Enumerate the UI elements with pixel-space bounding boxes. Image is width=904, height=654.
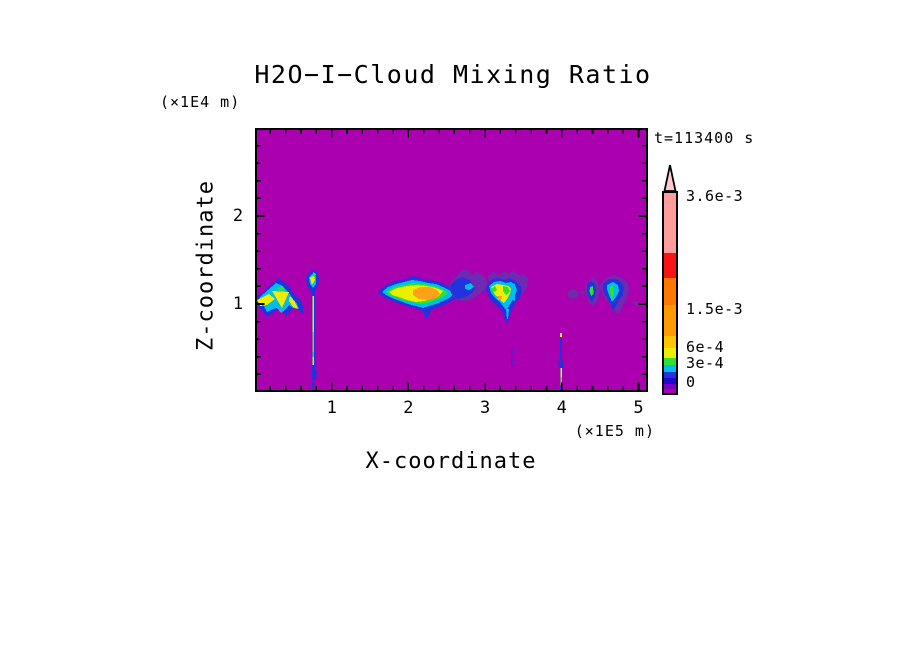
- chart-title: H2O−I−Cloud Mixing Ratio: [254, 60, 652, 89]
- cloud-shape-left-cluster-yellow-center: [272, 291, 289, 308]
- time-annotation: t=113400 s: [654, 129, 755, 147]
- colorbar-segment-orange_mid: [664, 305, 676, 336]
- colorbar-label-3e-4: 3e-4: [686, 354, 725, 372]
- x-axis-title: X-coordinate: [365, 449, 537, 474]
- colorbar-segment-blue: [664, 372, 676, 378]
- cloud-shape-blob2-spike-cyan: [506, 309, 509, 319]
- z-tick-label-1: 1: [232, 294, 244, 314]
- plot-background: [255, 128, 648, 392]
- cloud-shape-streak1-core-yellow2: [312, 357, 314, 365]
- cloud-shape-blob2-green-left: [491, 286, 497, 293]
- z-axis-title: Z-coordinate: [193, 180, 219, 351]
- cloud-shape-rblob2-green: [610, 285, 614, 300]
- cloud-shape-dot-violet-2: [580, 290, 585, 295]
- x-tick-label-4: 4: [556, 398, 567, 418]
- colorbar-segment-yellow: [664, 348, 676, 358]
- plot-frame: [255, 128, 648, 392]
- cloud-shape-streak1-core-green: [312, 352, 314, 357]
- cloud-shape-blob2-green-right: [503, 286, 510, 295]
- cloud-shape-streak2-bulge: [558, 360, 564, 368]
- arrow-triangle: [663, 164, 677, 192]
- z-axis-unit-label: (×1E4 m): [160, 93, 241, 111]
- cloud-shape-blob2-orange: [497, 296, 502, 300]
- colorbar-overflow-arrow-icon: [663, 164, 677, 192]
- x-axis-unit-label: (×1E5 m): [574, 422, 655, 440]
- cloud-shape-streak2-yellow: [560, 368, 562, 377]
- cloud-shape-wisp-blue: [450, 277, 475, 299]
- cloud-shape-streak1-top-green: [313, 272, 316, 278]
- colorbar-segment-orange_dark: [664, 278, 676, 305]
- colorbar-segment-cyan: [664, 365, 676, 372]
- colorbar-segment-pink: [664, 193, 676, 253]
- x-tick-label-1: 1: [326, 398, 337, 418]
- colorbar-label-1.5e-3: 1.5e-3: [686, 300, 744, 318]
- colorbar-segment-amber: [664, 336, 676, 348]
- cloud-shape-streak1-core-yellow: [312, 296, 314, 334]
- x-tick-label-3: 3: [479, 398, 491, 418]
- colorbar: [662, 191, 678, 395]
- cloud-shape-main-blob-orange: [413, 287, 440, 300]
- cloud-shape-blob2-dash1: [510, 349, 513, 355]
- cloud-shape-dot-violet-3: [633, 301, 638, 305]
- cloud-shape-streak1-core-orange: [312, 332, 314, 352]
- cloud-shape-left-cluster-yellow-right: [289, 296, 298, 309]
- plot-canvas: [255, 128, 648, 392]
- colorbar-segment-red: [664, 253, 676, 278]
- colorbar-label-0: 0: [686, 373, 696, 391]
- cloud-shape-main-blob-spike: [423, 312, 430, 320]
- colorbar-label-3.6e-3: 3.6e-3: [686, 187, 744, 205]
- colorbar-segment-purple: [664, 384, 676, 389]
- cloud-shape-dot-violet-1: [567, 289, 579, 299]
- cloud-shape-blob2-cyan-bar: [512, 283, 515, 301]
- cloud-shape-streak1-dot-blue: [311, 382, 315, 389]
- cloud-shape-streak1-top-yellow: [310, 275, 315, 285]
- colorbar-label-6e-4: 6e-4: [686, 338, 725, 356]
- cloud-shape-streak2-top-yellow: [560, 333, 562, 338]
- x-tick-label-5: 5: [633, 398, 644, 418]
- colorbar-segment-navy: [664, 378, 676, 384]
- x-tick-label-2: 2: [403, 398, 414, 418]
- cloud-shape-wisp-cyan: [465, 283, 474, 290]
- cloud-shape-rblob1-green: [589, 286, 594, 296]
- colorbar-segment-green: [664, 358, 676, 365]
- cloud-shape-left-cluster-green: [277, 286, 285, 291]
- plot-area: [255, 128, 648, 392]
- cloud-shape-blob2-dash2: [510, 358, 513, 365]
- cloud-shape-left-cluster-yellow-left: [257, 294, 275, 306]
- z-tick-label-2: 2: [232, 206, 244, 226]
- colorbar-segment-magenta: [664, 389, 676, 393]
